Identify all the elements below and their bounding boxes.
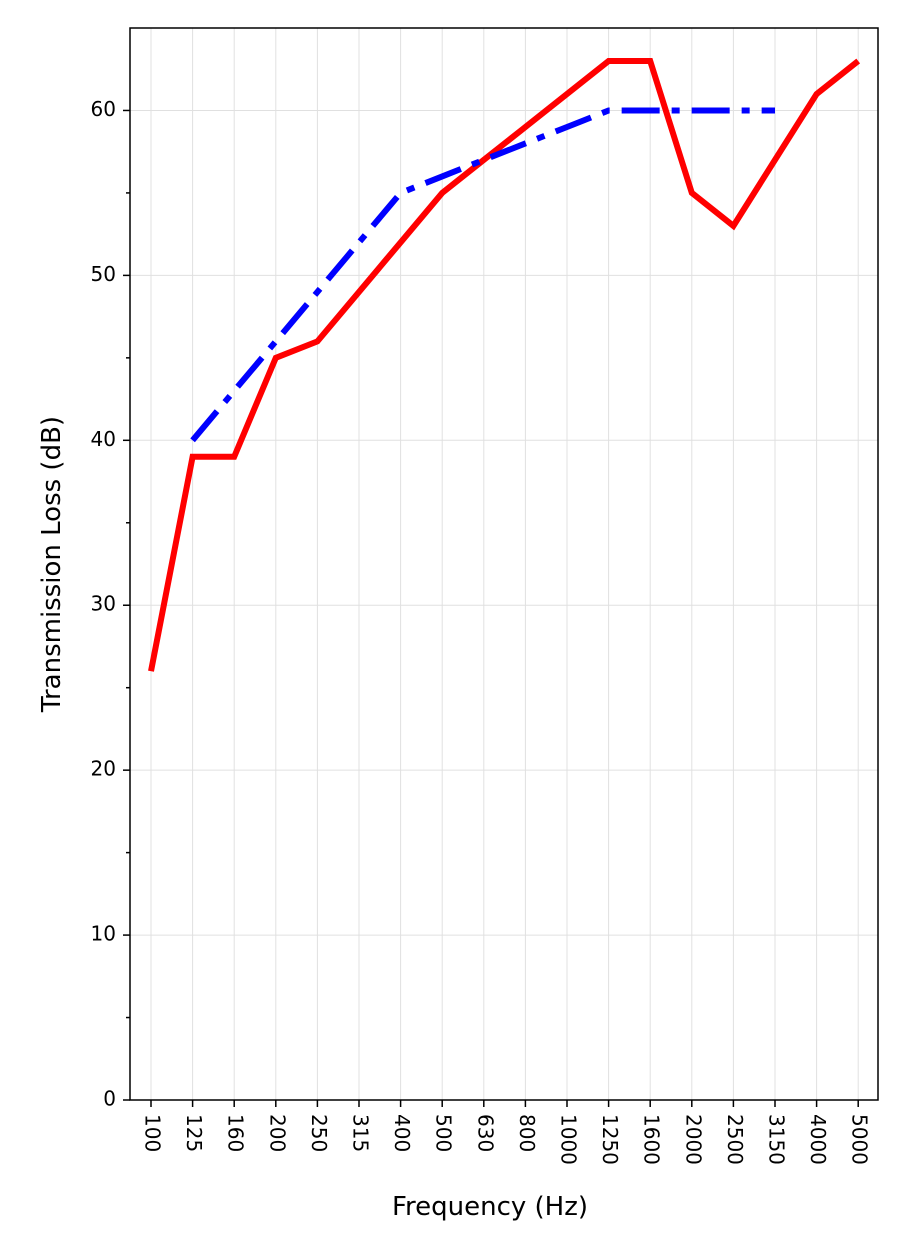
x-tick-label: 2500 — [723, 1114, 747, 1165]
axes — [129, 27, 879, 1101]
x-tick-label: 2000 — [681, 1114, 705, 1165]
y-tick-label: 10 — [91, 922, 116, 946]
y-axis-title: Transmission Loss (dB) — [37, 416, 67, 713]
x-tick-label: 200 — [265, 1114, 289, 1152]
x-tick-label: 3150 — [765, 1114, 789, 1165]
plot-frame — [129, 27, 879, 1101]
y-tick-label: 40 — [91, 427, 116, 451]
y-tick-label: 30 — [91, 592, 116, 616]
x-tick-label: 400 — [390, 1114, 414, 1152]
x-axis-title: Frequency (Hz) — [392, 1192, 588, 1222]
x-tick-label: 1600 — [640, 1114, 664, 1165]
x-tick-label: 1000 — [557, 1114, 581, 1165]
x-tick-label: 100 — [141, 1114, 165, 1152]
y-tick-label: 20 — [91, 757, 116, 781]
series-line-2 — [190, 107, 775, 443]
x-tick-label: 160 — [224, 1114, 248, 1152]
y-ticks: 0 10 20 30 40 50 60 — [91, 97, 130, 1111]
x-tick-label: 4000 — [806, 1114, 830, 1165]
y-tick-label: 0 — [103, 1087, 116, 1111]
x-tick-label: 125 — [182, 1114, 206, 1152]
x-tick-label: 630 — [473, 1114, 497, 1152]
x-ticks: 100 125 160 200 250 315 400 500 630 800 1000 1250 16… — [141, 1100, 872, 1165]
x-tick-label: 250 — [307, 1114, 331, 1152]
grid — [130, 28, 878, 1101]
y-tick-label: 60 — [91, 97, 116, 121]
series-layer — [148, 58, 861, 672]
x-tick-label: 315 — [349, 1114, 373, 1152]
x-tick-label: 500 — [432, 1114, 456, 1152]
y-tick-label: 50 — [91, 262, 116, 286]
series-line-1 — [148, 58, 861, 672]
x-tick-label: 800 — [515, 1114, 539, 1152]
x-tick-label: 5000 — [848, 1114, 872, 1165]
x-tick-label: 1250 — [598, 1114, 622, 1165]
